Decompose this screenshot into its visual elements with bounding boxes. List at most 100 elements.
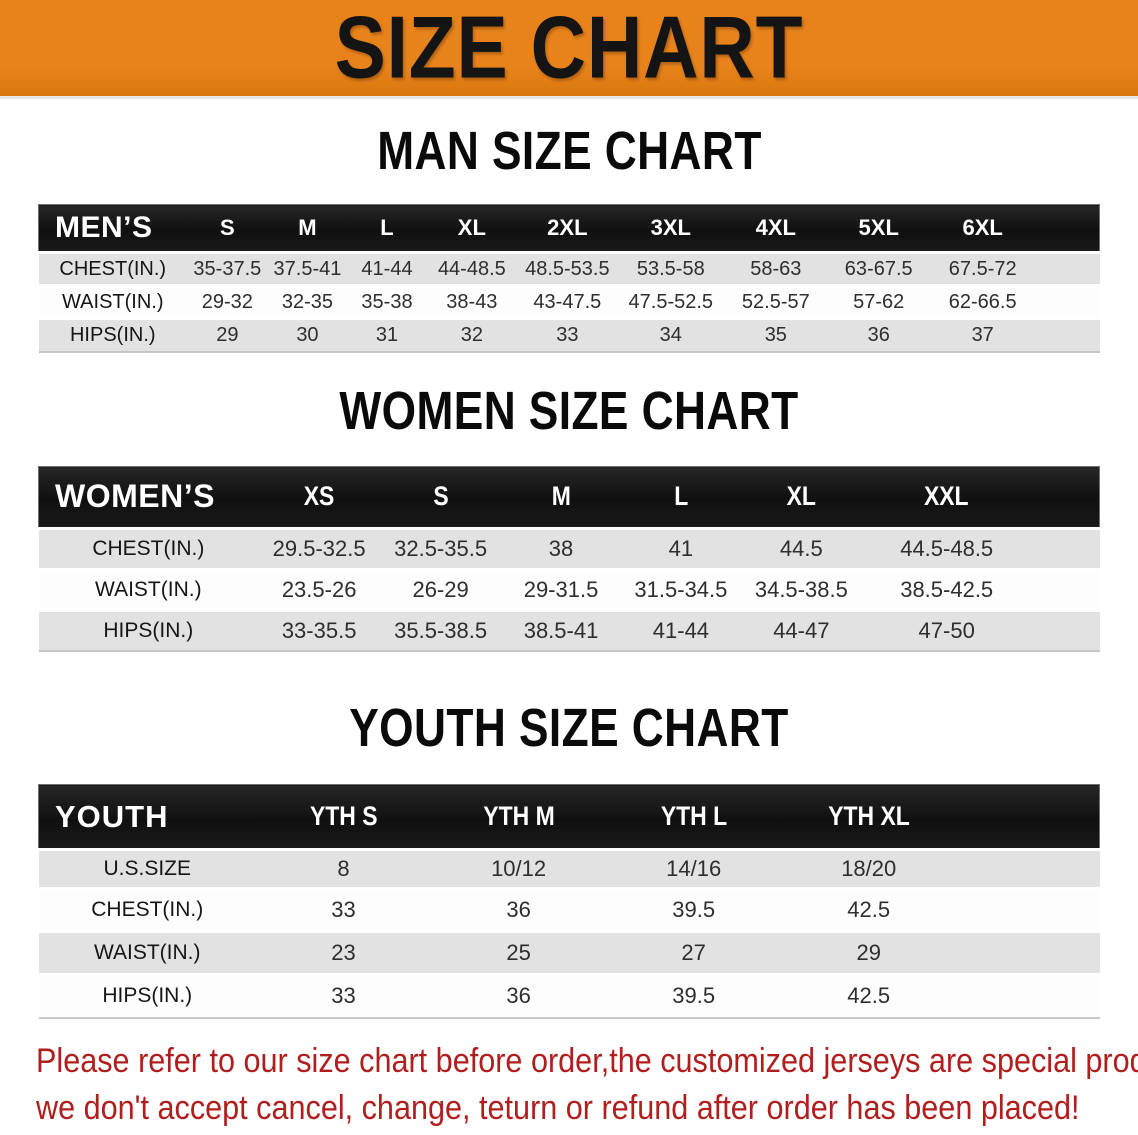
cell: 62-66.5 [948, 290, 1017, 313]
cell-filler [1032, 569, 1100, 610]
cell: 41-44 [361, 257, 413, 280]
cell: 58-63 [750, 257, 802, 280]
cell: 36 [506, 897, 531, 922]
cell: 32.5-35.5 [394, 535, 488, 561]
cell: 33-35.5 [281, 617, 357, 643]
youth-size-table: YOUTH YTH S YTH M YTH L YTH XL U.S.SIZE … [38, 784, 1100, 1019]
cell: 29 [216, 323, 239, 346]
cell: 53.5-58 [636, 257, 705, 280]
banner-title: SIZE CHART [334, 0, 804, 97]
row-label: CHEST(IN.) [92, 536, 205, 560]
cell: 25 [506, 940, 531, 965]
men-col-4xl: 4XL [723, 204, 828, 253]
cell-filler [1036, 253, 1100, 286]
cell-filler [1036, 319, 1100, 352]
cell: 41 [668, 535, 694, 561]
cell: 37 [971, 323, 994, 346]
cell: 52.5-57 [741, 290, 810, 313]
cell: 47.5-52.5 [628, 290, 714, 313]
cell: 29 [856, 940, 881, 965]
cell: 8 [337, 856, 350, 881]
men-table-header: MEN’S S M L XL 2XL 3XL 4XL 5XL 6XL [38, 204, 1100, 253]
cell: 14/16 [666, 856, 722, 881]
men-col-6xl: 6XL [929, 204, 1036, 253]
men-chest-row: CHEST(IN.) 35-37.5 37.5-41 41-44 44-48.5… [38, 252, 1100, 286]
row-label: HIPS(IN.) [69, 323, 156, 346]
men-size-table: MEN’S S M L XL 2XL 3XL 4XL 5XL 6XL CHEST… [38, 204, 1100, 353]
cell: 35-38 [361, 290, 413, 313]
cell: 42.5 [847, 897, 891, 922]
cell: 29-32 [201, 290, 253, 313]
men-col-5xl: 5XL [827, 204, 930, 253]
cell: 29.5-32.5 [272, 535, 366, 561]
cell-filler [956, 889, 1099, 932]
cell: 33 [331, 983, 356, 1009]
cell: 47-50 [918, 617, 975, 643]
youth-col-l: YTH L [606, 784, 782, 850]
row-label: WAIST(IN.) [62, 290, 164, 313]
cell: 18/20 [841, 856, 897, 881]
cell: 32 [460, 323, 483, 346]
youth-col-s: YTH S [256, 784, 432, 850]
cell: 44-47 [773, 617, 830, 643]
women-category-header: WOMEN’S [38, 466, 259, 528]
cell-filler [956, 932, 1099, 975]
row-label: HIPS(IN.) [103, 618, 194, 642]
women-col-xl: XL [740, 466, 862, 528]
cell: 10/12 [491, 856, 547, 881]
men-col-2xl: 2XL [516, 204, 618, 253]
men-category-header: MEN’S [38, 204, 188, 253]
men-col-filler [1035, 204, 1100, 253]
cell: 31.5-34.5 [634, 576, 728, 602]
youth-chest-row: CHEST(IN.) 33 36 39.5 42.5 [38, 888, 1100, 932]
cell-filler [1032, 528, 1100, 569]
cell: 39.5 [672, 983, 716, 1009]
cell: 35 [764, 323, 787, 346]
cell: 34.5-38.5 [754, 576, 848, 602]
cell: 67.5-72 [948, 257, 1017, 280]
cell: 38.5-41 [523, 617, 599, 643]
women-chest-row: CHEST(IN.) 29.5-32.5 32.5-35.5 38 41 44.… [38, 528, 1100, 569]
cell: 33 [556, 323, 579, 346]
cell: 38-43 [446, 290, 498, 313]
cell: 44.5-48.5 [900, 535, 994, 561]
cell: 36 [506, 983, 531, 1009]
row-label: WAIST(IN.) [95, 577, 202, 601]
cell: 39.5 [672, 897, 716, 922]
women-table-header: WOMEN’S XS S M L XL XXL [38, 466, 1100, 528]
row-label: HIPS(IN.) [102, 984, 193, 1008]
youth-col-filler [956, 784, 1100, 850]
youth-section-title: YOUTH SIZE CHART [0, 700, 1138, 767]
cell: 42.5 [847, 983, 891, 1009]
women-col-l: L [620, 466, 741, 528]
youth-section-title-text: YOUTH SIZE CHART [349, 698, 789, 758]
cell: 23 [331, 940, 356, 965]
women-hips-row: HIPS(IN.) 33-35.5 35.5-38.5 38.5-41 41-4… [38, 610, 1100, 651]
size-chart-banner: SIZE CHART [0, 0, 1138, 99]
cell: 44-48.5 [437, 257, 506, 280]
cell: 41-44 [652, 617, 710, 643]
cell-filler [1036, 286, 1100, 319]
cell: 29-31.5 [523, 576, 599, 602]
men-col-xl: XL [426, 204, 517, 253]
women-size-table: WOMEN’S XS S M L XL XXL CHEST(IN.) 29.5-… [38, 466, 1100, 652]
men-col-l: L [347, 204, 427, 253]
disclaimer-line-2: we don't accept cancel, change, teturn o… [36, 1088, 1080, 1127]
cell: 57-62 [853, 290, 905, 313]
men-section-title: MAN SIZE CHART [0, 123, 1138, 190]
women-col-xs: XS [258, 466, 381, 528]
cell-filler [1032, 610, 1100, 651]
men-col-m: M [267, 204, 348, 253]
cell: 27 [681, 940, 706, 965]
cell: 34 [659, 323, 682, 346]
women-col-m: M [501, 466, 621, 528]
cell-filler [956, 850, 1099, 889]
women-col-xxl: XXL [861, 466, 1032, 528]
men-col-3xl: 3XL [617, 204, 724, 253]
youth-col-xl: YTH XL [781, 784, 957, 850]
women-col-s: S [380, 466, 502, 528]
cell: 23.5-26 [281, 576, 357, 602]
row-label: WAIST(IN.) [93, 941, 201, 964]
disclaimer: Please refer to our size chart before or… [0, 1041, 1138, 1135]
women-section-title-text: WOMEN SIZE CHART [339, 380, 799, 441]
